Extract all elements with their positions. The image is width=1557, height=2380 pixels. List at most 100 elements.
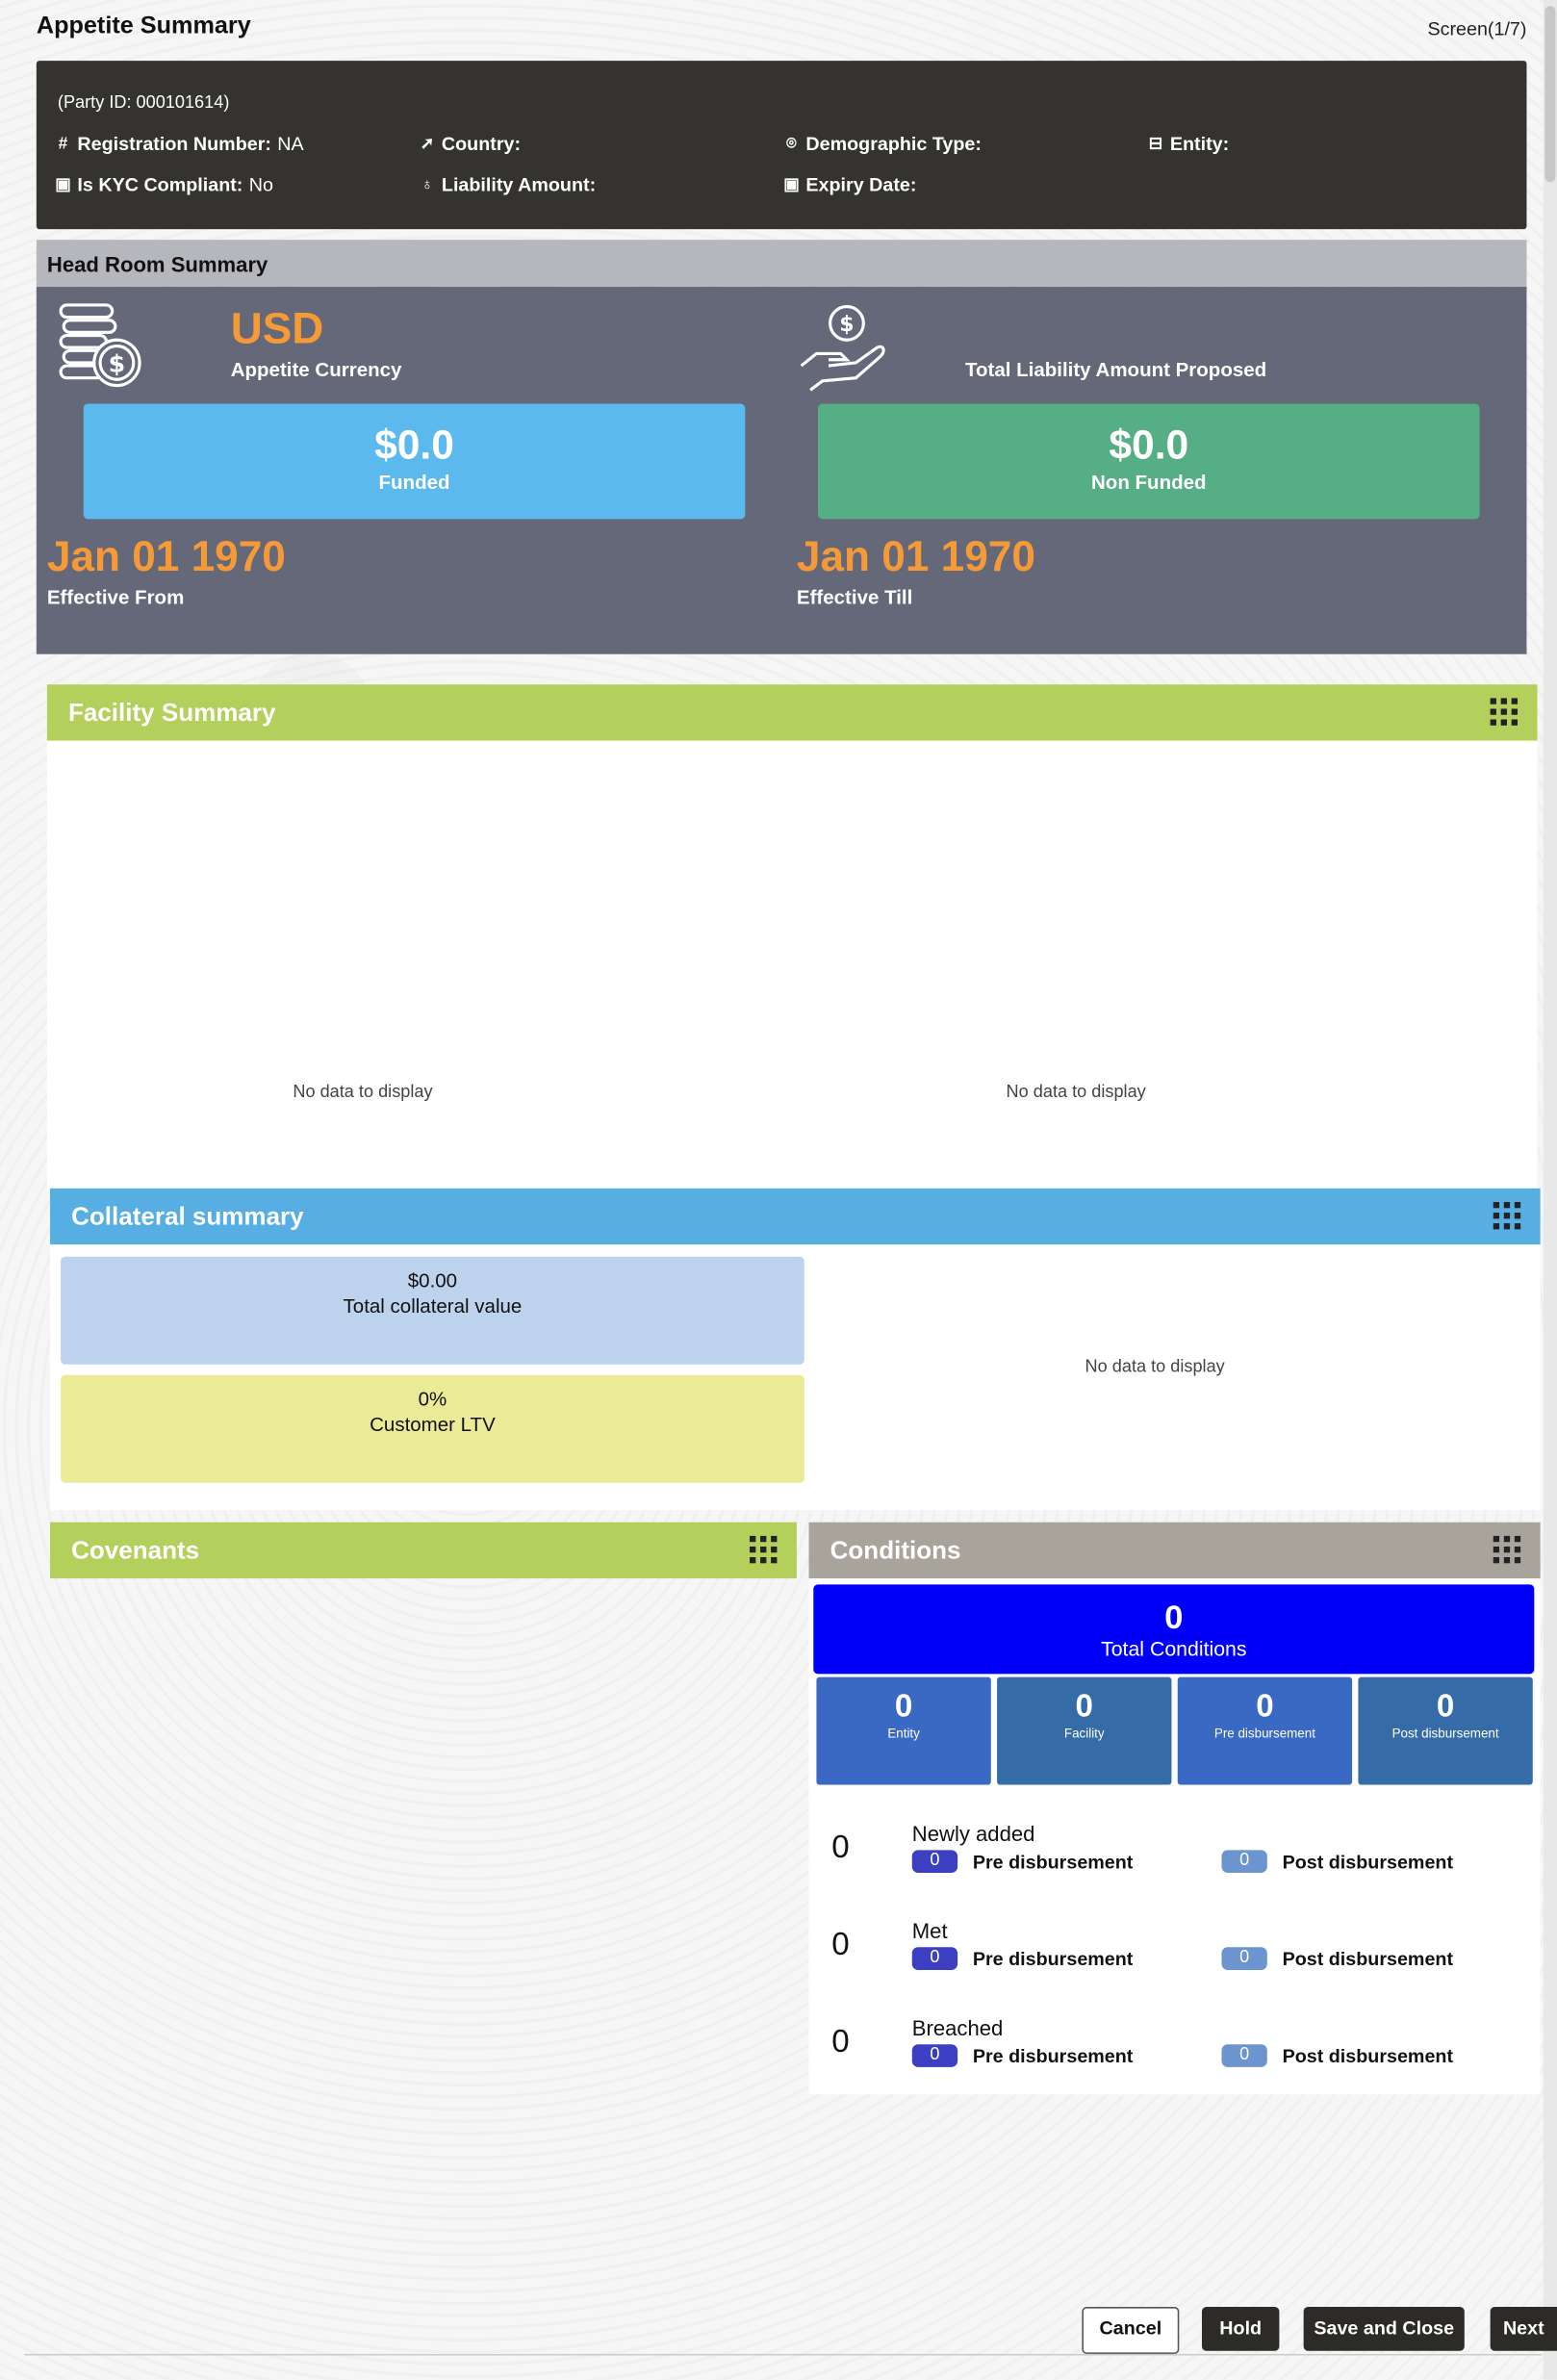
card-value: 0: [1075, 1689, 1093, 1725]
total-collateral-card: $0.00 Total collateral value: [61, 1256, 804, 1365]
appetite-currency-value: USD: [230, 304, 324, 354]
total-conditions-label: Total Conditions: [1101, 1637, 1247, 1661]
scrollbar[interactable]: [1543, 0, 1557, 2380]
covenants-title: Covenants: [71, 1537, 200, 1565]
collateral-summary-title: Collateral summary: [71, 1203, 304, 1231]
entity: ⊟ Entity:: [1147, 134, 1235, 155]
calendar-icon: ▣: [783, 175, 800, 194]
field-label: Is KYC Compliant:: [77, 174, 243, 196]
collateral-no-data: No data to display: [1085, 1358, 1225, 1377]
headroom-header: Head Room Summary: [36, 240, 1527, 288]
pre-label: Pre disbursement: [972, 1948, 1134, 1970]
page-title: Appetite Summary: [36, 13, 251, 40]
row-title: Met: [911, 1918, 948, 1943]
pre-count-pill: 0: [911, 1947, 958, 1970]
post-count-pill: 0: [1221, 2044, 1267, 2067]
conditions-header: Conditions: [808, 1522, 1541, 1579]
total-conditions-value: 0: [1164, 1598, 1184, 1637]
facility-no-data-right: No data to display: [1006, 1083, 1146, 1102]
grid-menu-icon[interactable]: [750, 1535, 778, 1564]
post-label: Post disbursement: [1282, 1851, 1454, 1874]
customer-ltv-value: 0%: [418, 1387, 447, 1411]
nonfunded-label: Non Funded: [1090, 470, 1207, 494]
post-label: Post disbursement: [1282, 2045, 1454, 2067]
effective-till-label: Effective Till: [796, 585, 913, 609]
field-label: Expiry Date:: [805, 174, 917, 196]
field-value: NA: [277, 133, 304, 155]
total-collateral-value: $0.00: [407, 1268, 458, 1292]
field-label: Demographic Type:: [805, 133, 982, 155]
screen-indicator: Screen(1/7): [1427, 17, 1527, 40]
row-count: 0: [831, 1830, 850, 1866]
location-pin-icon: ⌾: [786, 134, 797, 153]
row-count: 0: [831, 1927, 850, 1963]
card-label: Facility: [1063, 1726, 1105, 1741]
grid-menu-icon[interactable]: [1490, 698, 1518, 726]
post-count-pill: 0: [1221, 1850, 1267, 1874]
cancel-button[interactable]: Cancel: [1082, 2307, 1180, 2354]
effective-from-date: Jan 01 1970: [46, 532, 286, 580]
effective-from-label: Effective From: [46, 585, 185, 609]
liability-amount: ♁ Liability Amount:: [419, 174, 601, 195]
card-value: 0: [894, 1689, 913, 1725]
collateral-summary-header: Collateral summary: [50, 1188, 1541, 1245]
post-label: Post disbursement: [1282, 1948, 1454, 1970]
total-collateral-label: Total collateral value: [343, 1294, 523, 1318]
card-label: Post disbursement: [1391, 1726, 1499, 1741]
hold-button[interactable]: Hold: [1201, 2307, 1280, 2351]
card-icon: ⊟: [1148, 134, 1163, 153]
card-value: 0: [1436, 1689, 1455, 1725]
field-label: Registration Number:: [77, 133, 271, 155]
grid-menu-icon[interactable]: [1493, 1201, 1521, 1230]
appetite-currency-label: Appetite Currency: [230, 358, 402, 381]
facility-conditions-card: 0 Facility: [997, 1676, 1172, 1785]
country: ➚ Country:: [419, 134, 526, 155]
customer-ltv-label: Customer LTV: [370, 1413, 496, 1436]
pre-count-pill: 0: [911, 1850, 958, 1874]
entity-conditions-card: 0 Entity: [816, 1676, 991, 1785]
hash-icon: #: [58, 134, 68, 153]
scrollbar-thumb[interactable]: [1544, 6, 1556, 183]
conditions-title: Conditions: [830, 1537, 961, 1565]
footer-divider: [24, 2353, 1543, 2356]
svg-text:$: $: [109, 349, 126, 377]
save-and-close-button[interactable]: Save and Close: [1303, 2307, 1465, 2351]
field-label: Liability Amount:: [441, 174, 597, 196]
field-label: Entity:: [1169, 133, 1230, 155]
expiry-date: ▣ Expiry Date:: [783, 174, 923, 195]
field-label: Country:: [441, 133, 522, 155]
kyc-compliant: ▣ Is KYC Compliant: No: [55, 174, 273, 195]
party-info-panel: (Party ID: 000101614) # Registration Num…: [36, 61, 1527, 230]
pre-label: Pre disbursement: [972, 1851, 1134, 1874]
effective-till-date: Jan 01 1970: [796, 532, 1035, 580]
total-liability-proposed-label: Total Liability Amount Proposed: [964, 358, 1267, 381]
headroom-panel: $ USD Appetite Currency $ Total Liabilit…: [36, 287, 1527, 654]
grid-menu-icon[interactable]: [1493, 1535, 1521, 1564]
svg-text:$: $: [839, 313, 854, 337]
demographic-type: ⌾ Demographic Type:: [783, 134, 988, 155]
facility-summary-header: Facility Summary: [46, 684, 1538, 741]
covenants-header: Covenants: [50, 1522, 797, 1579]
total-conditions-card: 0 Total Conditions: [813, 1584, 1535, 1675]
facility-summary-panel: [46, 684, 1538, 1189]
facility-no-data-left: No data to display: [293, 1083, 433, 1102]
field-value: No: [248, 174, 273, 196]
party-id: (Party ID: 000101614): [57, 93, 230, 113]
funded-label: Funded: [378, 470, 450, 494]
row-title: Breached: [911, 2015, 1004, 2040]
pre-label: Pre disbursement: [972, 2045, 1134, 2067]
coins-icon: $: [59, 303, 141, 388]
hand-coin-icon: $: [800, 304, 885, 392]
condition-row-breached: 0 Breached 0 Pre disbursement 0 Post dis…: [816, 2000, 1539, 2091]
card-label: Pre disbursement: [1213, 1726, 1315, 1741]
customer-ltv-card: 0% Customer LTV: [61, 1374, 804, 1483]
registration-number: # Registration Number: NA: [55, 134, 304, 155]
next-button[interactable]: Next: [1490, 2307, 1557, 2351]
pre-disbursement-conditions-card: 0 Pre disbursement: [1177, 1676, 1353, 1785]
nonfunded-amount: $0.0: [1109, 422, 1189, 468]
post-disbursement-conditions-card: 0 Post disbursement: [1358, 1676, 1533, 1785]
nonfunded-box: $0.0 Non Funded: [818, 403, 1480, 520]
condition-row-newly-added: 0 Newly added 0 Pre disbursement 0 Post …: [816, 1806, 1539, 1898]
navigation-icon: ➚: [420, 134, 435, 153]
